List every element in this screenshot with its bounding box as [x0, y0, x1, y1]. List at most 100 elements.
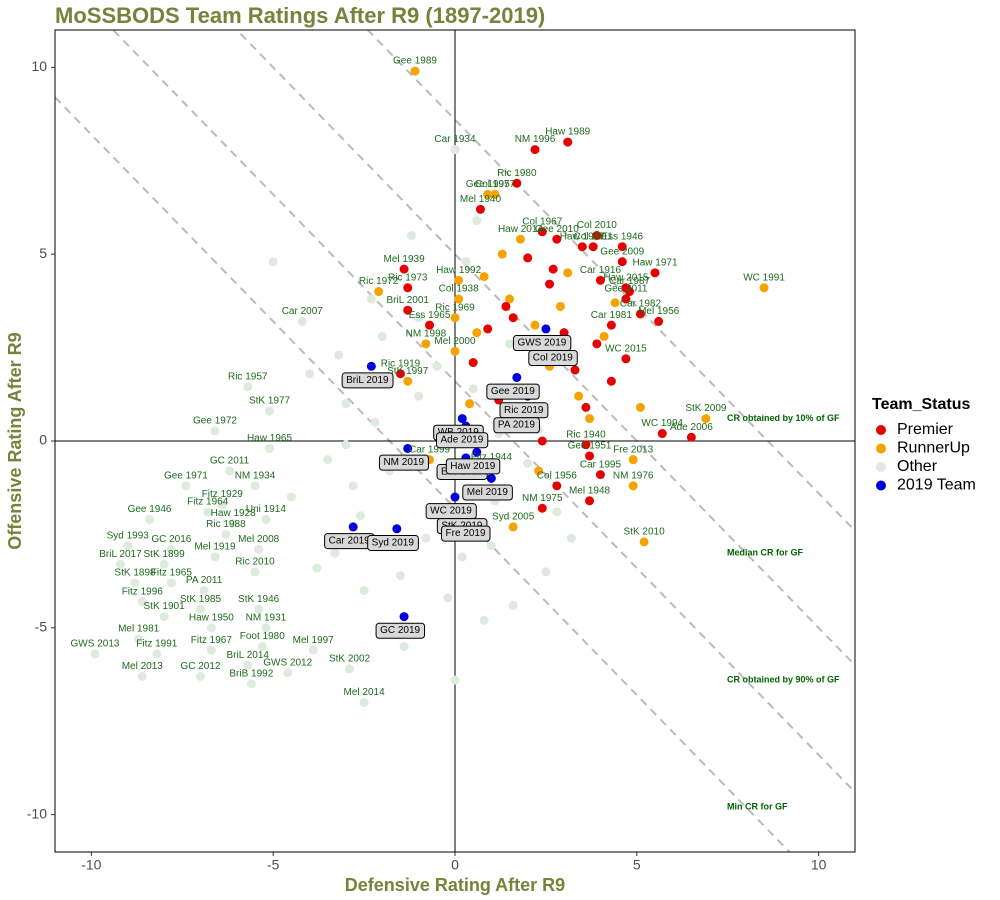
point-label: WC 1994: [641, 418, 683, 429]
point-label: Mel 1940: [460, 194, 502, 205]
legend-label: 2019 Team: [897, 477, 976, 494]
point-label-box: PA 2019: [493, 417, 540, 434]
point-label: WC 1991: [743, 272, 785, 283]
point-label: Gee 1995: [466, 179, 510, 190]
plot-area: [55, 30, 855, 852]
point-label: StK 1899: [144, 549, 186, 560]
point-label: BriL 2017: [99, 549, 142, 560]
data-point: [585, 496, 595, 506]
data-point: [461, 257, 471, 267]
data-point: [403, 305, 413, 315]
point-label: Fitz 1929: [202, 489, 244, 500]
point-label: Col 2019: [533, 352, 573, 363]
data-point: [468, 358, 478, 368]
data-point: [606, 376, 616, 386]
data-point: [574, 391, 584, 401]
data-point: [345, 664, 355, 674]
point-label: BriL 2014: [227, 650, 270, 661]
data-point: [399, 264, 409, 274]
point-label: Gee 1946: [128, 504, 172, 515]
data-point: [541, 567, 551, 577]
data-point: [563, 268, 573, 278]
point-label-box: Col 2019: [528, 349, 578, 366]
data-point: [465, 399, 475, 409]
data-point: [421, 533, 431, 543]
data-point: [246, 679, 256, 689]
point-label: Ade 2019: [440, 435, 483, 446]
label-box: [528, 349, 578, 366]
data-point: [217, 500, 227, 510]
data-point: [650, 268, 660, 278]
data-point: [555, 301, 565, 311]
point-label: Ade 2006: [670, 422, 713, 433]
point-label: Col 1956: [537, 470, 577, 481]
point-label: Col 2010: [577, 220, 617, 231]
point-label: Foot 1980: [240, 631, 285, 642]
point-label: Fitz 1967: [191, 635, 233, 646]
legend-marker: [876, 462, 886, 472]
label-box: [341, 372, 394, 389]
data-point: [537, 436, 547, 446]
data-point: [501, 301, 511, 311]
data-point: [355, 511, 365, 521]
data-point: [570, 365, 580, 375]
data-point: [152, 649, 162, 659]
data-point: [621, 283, 631, 293]
point-label: Mel 1939: [384, 254, 426, 265]
data-point: [472, 447, 482, 457]
reference-label: Median CR for GF: [727, 547, 804, 557]
point-label-box: Mel 2019: [462, 484, 513, 501]
data-point: [552, 507, 562, 517]
point-label: Mel 1981: [118, 624, 160, 635]
point-label: Mel 1919: [194, 541, 236, 552]
data-point: [505, 339, 515, 349]
data-point: [592, 339, 602, 349]
data-point: [559, 328, 569, 338]
data-point: [206, 623, 216, 633]
label-box: [441, 525, 491, 542]
x-tick-label: 5: [633, 857, 641, 873]
data-point: [530, 320, 540, 330]
data-point: [497, 249, 507, 259]
point-label: Ric 1919: [381, 358, 421, 369]
data-point: [261, 514, 271, 524]
point-label: Haw 1989: [545, 127, 590, 138]
point-label: StK 1946: [238, 594, 280, 605]
data-point: [610, 298, 620, 308]
data-point: [370, 417, 380, 427]
data-point: [366, 361, 376, 371]
point-label: Gee 1972: [193, 416, 237, 427]
point-label: NM 1976: [613, 470, 654, 481]
point-label: Mel 2000: [434, 336, 476, 347]
reference-line: [55, 96, 791, 852]
data-point: [512, 178, 522, 188]
point-label-box: WC 2019: [425, 503, 477, 520]
data-point: [599, 331, 609, 341]
data-point: [552, 481, 562, 491]
point-label: Ric 1980: [497, 168, 537, 179]
point-label: Mel 2008: [238, 534, 280, 545]
point-label: GC 2016: [151, 534, 191, 545]
legend-marker: [876, 425, 886, 435]
point-label: Ric 1969: [435, 302, 475, 313]
label-box: [445, 458, 501, 475]
data-point: [305, 369, 315, 379]
data-point: [581, 402, 591, 412]
data-point: [475, 204, 485, 214]
label-box: [486, 383, 540, 400]
data-point: [250, 567, 260, 577]
point-label: Car 1999: [409, 444, 451, 455]
point-label: Fre 2013: [613, 444, 653, 455]
data-point: [410, 66, 420, 76]
point-label: BriL 2001: [387, 295, 430, 306]
point-label: Gee 1971: [164, 470, 208, 481]
point-label: Ric 2010: [235, 556, 275, 567]
data-point: [472, 328, 482, 338]
point-label: Fitz 1965: [151, 568, 193, 579]
data-point: [425, 320, 435, 330]
chart-title: MoSSBODS Team Ratings After R9 (1897-201…: [55, 3, 545, 28]
point-label: Car 1916: [580, 265, 622, 276]
point-label-box: Fre 2019: [441, 525, 491, 542]
data-point: [283, 668, 293, 678]
point-label: Car 1981: [591, 310, 633, 321]
